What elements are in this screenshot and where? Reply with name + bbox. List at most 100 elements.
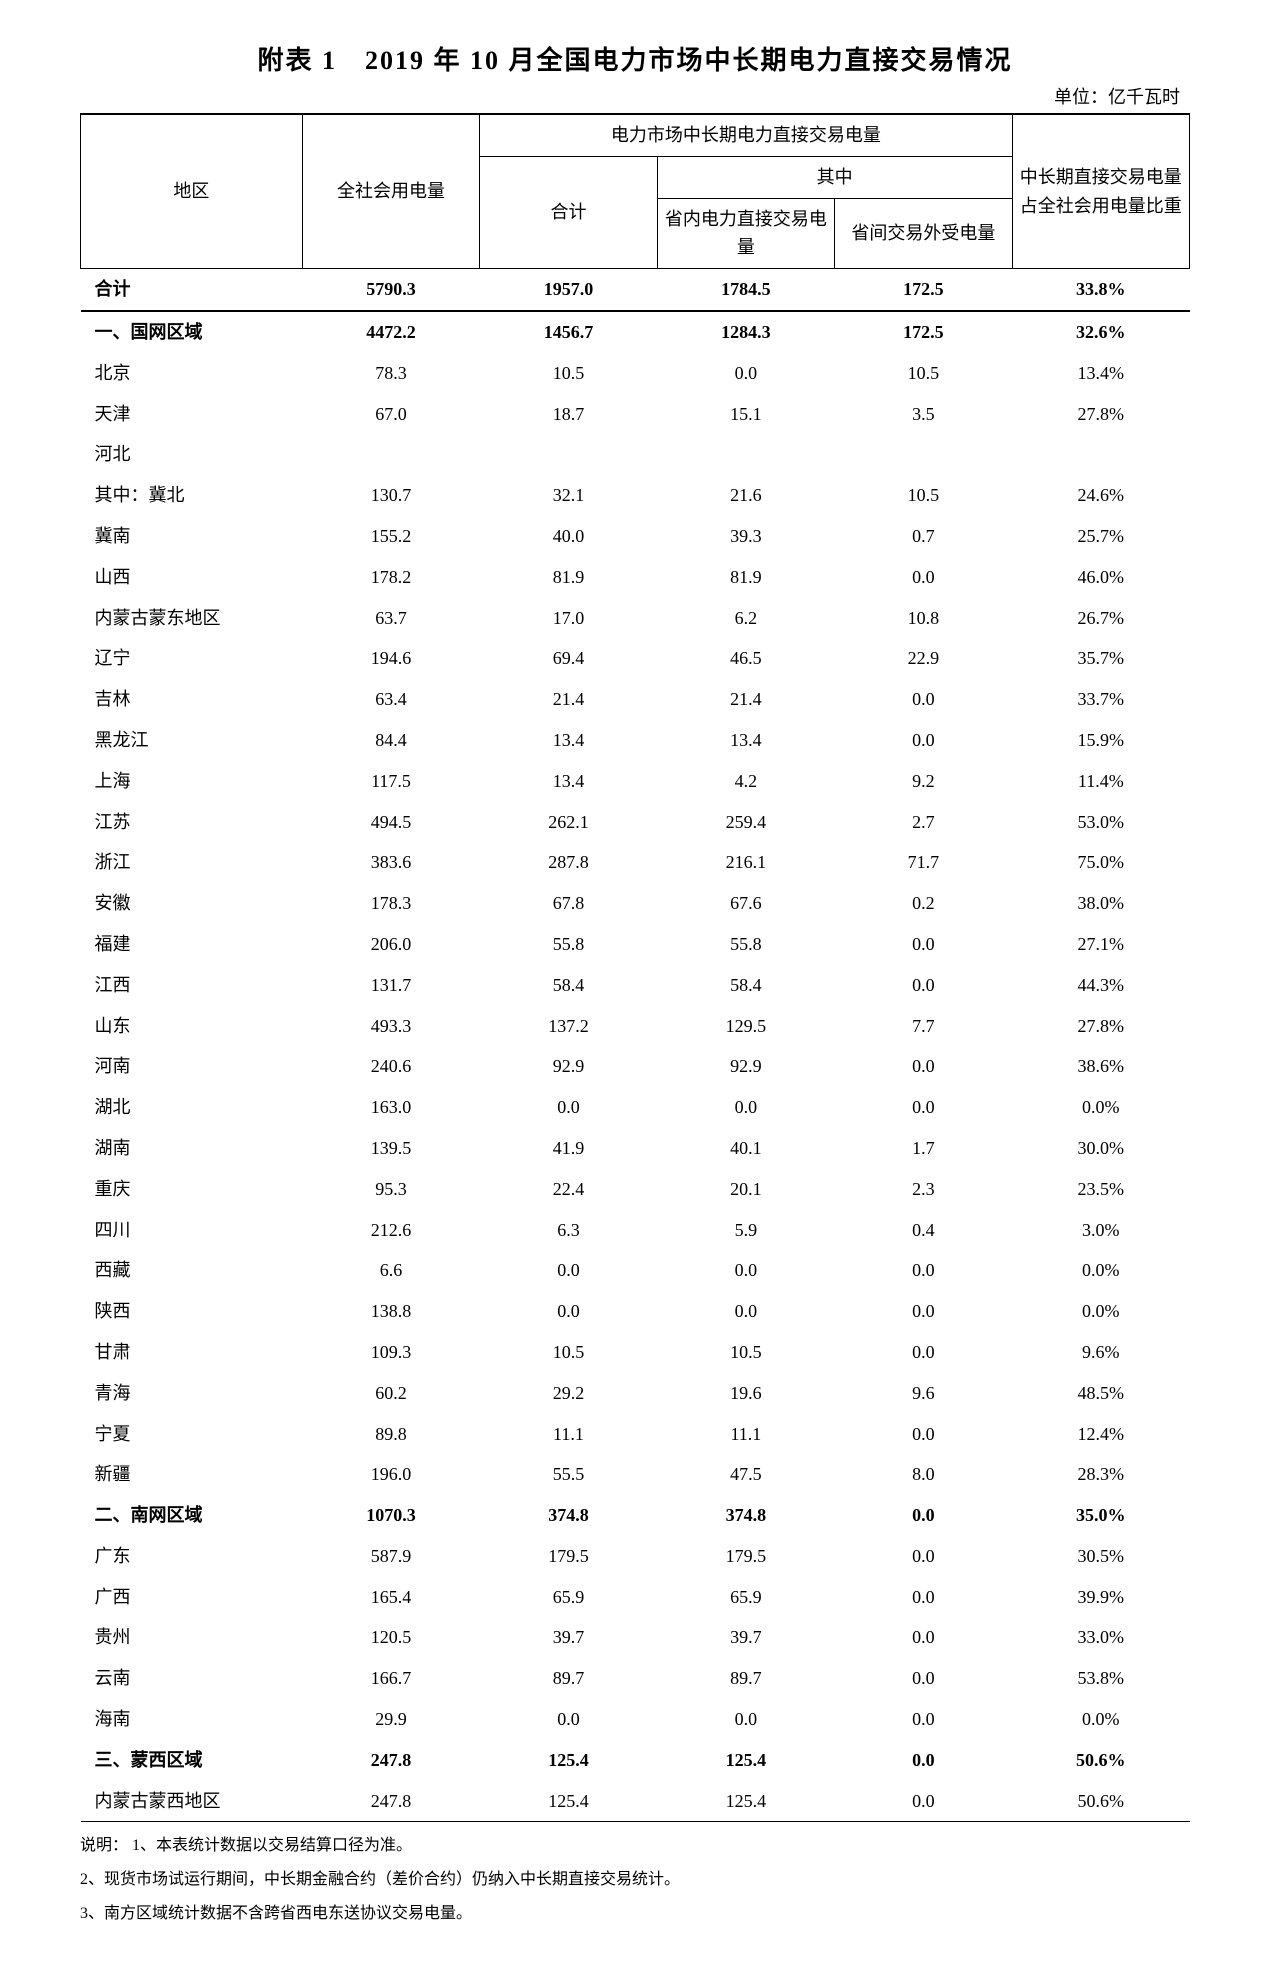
cell-value: 9.6%	[1012, 1332, 1189, 1373]
cell-value: 3.0%	[1012, 1210, 1189, 1251]
table-row: 四川212.66.35.90.43.0%	[81, 1210, 1190, 1251]
cell-value: 0.0	[480, 1291, 657, 1332]
header-direct-trade-group: 电力市场中长期电力直接交易电量	[480, 114, 1012, 156]
cell-value: 4472.2	[302, 311, 479, 353]
cell-region: 内蒙古蒙东地区	[81, 598, 303, 639]
cell-value: 0.0%	[1012, 1087, 1189, 1128]
cell-value: 10.5	[480, 1332, 657, 1373]
cell-region: 西藏	[81, 1250, 303, 1291]
cell-value: 29.9	[302, 1699, 479, 1740]
cell-value: 262.1	[480, 802, 657, 843]
cell-region: 浙江	[81, 842, 303, 883]
cell-value: 10.8	[835, 598, 1012, 639]
cell-value: 196.0	[302, 1454, 479, 1495]
cell-value: 30.5%	[1012, 1536, 1189, 1577]
table-row: 江西131.758.458.40.044.3%	[81, 965, 1190, 1006]
cell-value: 7.7	[835, 1006, 1012, 1047]
cell-value: 206.0	[302, 924, 479, 965]
cell-value: 6.6	[302, 1250, 479, 1291]
cell-value: 22.9	[835, 638, 1012, 679]
cell-value: 137.2	[480, 1006, 657, 1047]
table-row: 冀南155.240.039.30.725.7%	[81, 516, 1190, 557]
table-row: 安徽178.367.867.60.238.0%	[81, 883, 1190, 924]
table-row: 河北	[81, 434, 1190, 475]
table-row: 陕西138.80.00.00.00.0%	[81, 1291, 1190, 1332]
cell-value: 25.7%	[1012, 516, 1189, 557]
table-row: 三、蒙西区域247.8125.4125.40.050.6%	[81, 1740, 1190, 1781]
cell-value: 39.9%	[1012, 1577, 1189, 1618]
cell-value: 58.4	[480, 965, 657, 1006]
cell-value: 1.7	[835, 1128, 1012, 1169]
cell-value: 13.4%	[1012, 353, 1189, 394]
cell-value: 48.5%	[1012, 1373, 1189, 1414]
notes-section: 说明： 1、本表统计数据以交易结算口径为准。 2、现货市场试运行期间，中长期金融…	[80, 1830, 1190, 1930]
cell-value: 30.0%	[1012, 1128, 1189, 1169]
cell-value: 1957.0	[480, 269, 657, 311]
cell-value: 0.0	[480, 1250, 657, 1291]
cell-region: 河北	[81, 434, 303, 475]
header-of-which: 其中	[657, 156, 1012, 198]
cell-value: 1456.7	[480, 311, 657, 353]
cell-value: 32.1	[480, 475, 657, 516]
cell-value: 125.4	[657, 1781, 834, 1822]
cell-value: 92.9	[657, 1046, 834, 1087]
cell-value: 0.0	[835, 1740, 1012, 1781]
cell-value: 21.6	[657, 475, 834, 516]
cell-value: 0.0	[835, 679, 1012, 720]
table-row: 辽宁194.669.446.522.935.7%	[81, 638, 1190, 679]
cell-value: 0.0	[480, 1699, 657, 1740]
cell-value: 65.9	[480, 1577, 657, 1618]
cell-value: 0.0	[835, 1536, 1012, 1577]
cell-value: 1784.5	[657, 269, 834, 311]
cell-value: 216.1	[657, 842, 834, 883]
cell-value: 259.4	[657, 802, 834, 843]
cell-value: 11.1	[657, 1414, 834, 1455]
cell-value: 89.8	[302, 1414, 479, 1455]
cell-value: 71.7	[835, 842, 1012, 883]
cell-value: 0.0	[835, 1414, 1012, 1455]
cell-value: 5790.3	[302, 269, 479, 311]
cell-value: 9.2	[835, 761, 1012, 802]
cell-value	[480, 434, 657, 475]
cell-value: 0.0	[835, 1781, 1012, 1822]
table-row: 浙江383.6287.8216.171.775.0%	[81, 842, 1190, 883]
cell-value: 81.9	[480, 557, 657, 598]
cell-region: 黑龙江	[81, 720, 303, 761]
cell-value: 40.1	[657, 1128, 834, 1169]
cell-value: 33.0%	[1012, 1617, 1189, 1658]
cell-region: 海南	[81, 1699, 303, 1740]
cell-value: 67.8	[480, 883, 657, 924]
note-line: 2、现货市场试运行期间，中长期金融合约（差价合约）仍纳入中长期直接交易统计。	[80, 1864, 1190, 1896]
cell-value: 0.0	[835, 1658, 1012, 1699]
cell-value: 35.7%	[1012, 638, 1189, 679]
cell-value: 0.0	[835, 720, 1012, 761]
cell-value: 125.4	[480, 1781, 657, 1822]
cell-region: 江西	[81, 965, 303, 1006]
cell-region: 陕西	[81, 1291, 303, 1332]
cell-value: 32.6%	[1012, 311, 1189, 353]
cell-region: 福建	[81, 924, 303, 965]
cell-region: 上海	[81, 761, 303, 802]
table-row: 重庆95.322.420.12.323.5%	[81, 1169, 1190, 1210]
cell-value: 383.6	[302, 842, 479, 883]
table-row: 其中：冀北130.732.121.610.524.6%	[81, 475, 1190, 516]
cell-region: 广西	[81, 1577, 303, 1618]
cell-value: 46.0%	[1012, 557, 1189, 598]
table-row: 山东493.3137.2129.57.727.8%	[81, 1006, 1190, 1047]
cell-value: 109.3	[302, 1332, 479, 1373]
cell-value: 28.3%	[1012, 1454, 1189, 1495]
cell-value: 10.5	[657, 1332, 834, 1373]
cell-value: 0.0	[835, 1577, 1012, 1618]
cell-value: 5.9	[657, 1210, 834, 1251]
cell-value: 21.4	[480, 679, 657, 720]
cell-value: 0.7	[835, 516, 1012, 557]
cell-value: 95.3	[302, 1169, 479, 1210]
cell-region: 河南	[81, 1046, 303, 1087]
cell-value: 125.4	[657, 1740, 834, 1781]
cell-value: 39.3	[657, 516, 834, 557]
cell-value: 24.6%	[1012, 475, 1189, 516]
table-body: 合计5790.31957.01784.5172.533.8%一、国网区域4472…	[81, 269, 1190, 1822]
cell-value: 0.0	[835, 924, 1012, 965]
header-subtotal: 合计	[480, 156, 657, 268]
cell-value: 0.0	[835, 557, 1012, 598]
